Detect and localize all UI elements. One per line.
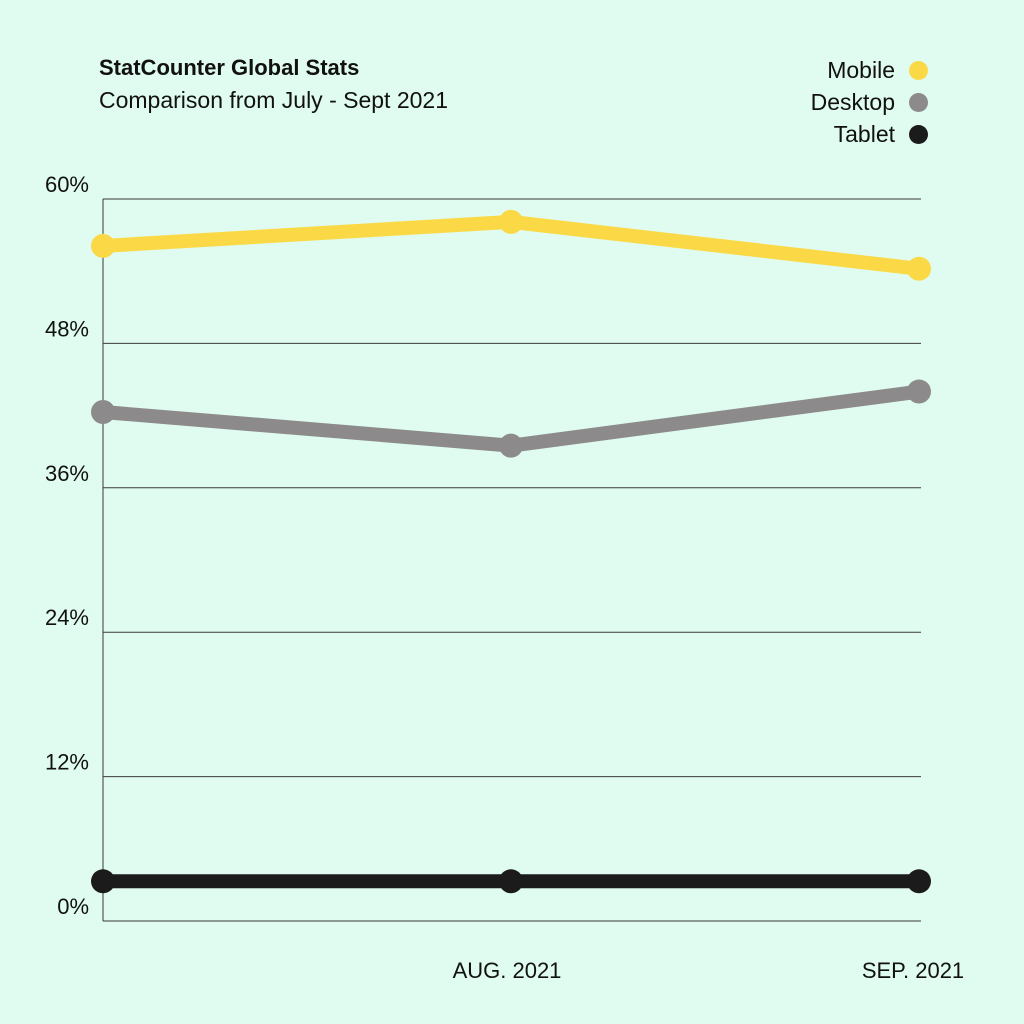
legend-label-mobile: Mobile [827,56,895,83]
data-point-mobile [499,209,523,234]
legend-item-mobile: Mobile [811,54,928,86]
legend-item-desktop: Desktop [811,86,928,118]
y-tick-label: 24% [45,605,89,630]
x-tick-labels: AUG. 2021 SEP. 2021 [453,958,965,983]
data-point-desktop [91,399,115,424]
y-tick-label: 12% [45,750,89,775]
x-tick-label: SEP. 2021 [862,958,964,983]
series-points [91,209,931,894]
gridlines [103,198,921,922]
chart-subtitle: Comparison from July - Sept 2021 [99,87,448,113]
data-point-tablet [907,869,931,894]
data-point-desktop [907,379,931,404]
x-tick-label: AUG. 2021 [453,958,562,983]
y-tick-label: 36% [45,461,89,486]
legend-item-tablet: Tablet [811,118,928,150]
y-tick-label: 0% [57,894,89,919]
y-tick-label: 48% [45,316,89,341]
data-point-desktop [499,433,523,458]
series-lines [96,214,926,889]
y-tick-label: 60% [45,172,89,197]
chart-legend: Mobile Desktop Tablet [811,54,928,150]
data-point-mobile [91,233,115,258]
legend-swatch-mobile [909,60,928,80]
data-point-tablet [499,869,523,894]
legend-swatch-tablet [909,124,928,144]
legend-label-tablet: Tablet [833,120,895,147]
legend-swatch-desktop [909,92,928,112]
data-point-mobile [907,256,931,281]
data-point-tablet [91,869,115,894]
chart-title: StatCounter Global Stats [99,55,360,80]
legend-label-desktop: Desktop [810,88,895,115]
y-tick-labels: 0% 12% 24% 36% 48% 60% [45,172,89,919]
